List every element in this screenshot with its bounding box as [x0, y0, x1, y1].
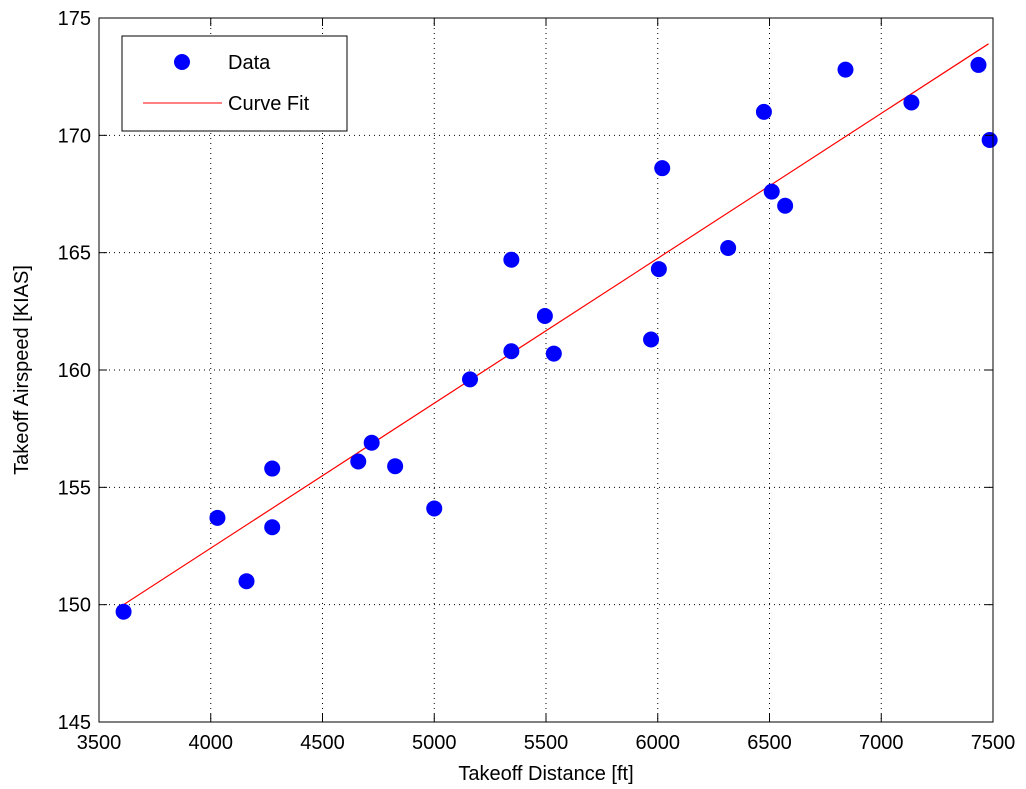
x-tick-label: 4500	[300, 732, 345, 754]
data-point	[643, 331, 660, 348]
y-tick-label: 150	[58, 595, 91, 617]
x-tick-label: 5000	[412, 732, 457, 754]
data-point	[387, 458, 404, 475]
data-point	[264, 519, 281, 536]
y-tick-label: 170	[58, 125, 91, 147]
data-point	[115, 603, 132, 620]
curve-fit-layer	[123, 43, 989, 606]
legend: Data Curve Fit	[121, 35, 348, 132]
data-point	[503, 343, 520, 360]
data-point	[426, 500, 443, 517]
data-point	[970, 56, 987, 73]
x-tick-label: 6000	[636, 732, 681, 754]
y-tick-label: 175	[58, 8, 91, 30]
data-point	[363, 434, 380, 451]
curve-fit-line	[123, 43, 989, 606]
x-axis-label: Takeoff Distance [ft]	[458, 763, 633, 785]
data-point	[350, 453, 367, 470]
data-point	[536, 308, 553, 325]
y-tick-label: 165	[58, 243, 91, 265]
y-tick-label: 160	[58, 360, 91, 382]
data-point	[654, 160, 671, 177]
data-point	[763, 183, 780, 200]
data-point	[545, 345, 562, 362]
grid-lines	[99, 18, 993, 722]
x-tick-label: 4000	[189, 732, 234, 754]
x-tick-label: 7500	[971, 732, 1016, 754]
x-tick-label: 6500	[747, 732, 792, 754]
data-points-layer	[115, 56, 998, 620]
y-tick-labels: 145 150 155 160 165 170 175	[58, 8, 91, 734]
data-point	[755, 103, 772, 120]
legend-data-marker	[174, 54, 190, 70]
legend-label-curve-fit: Curve Fit	[228, 93, 310, 115]
data-point	[650, 261, 667, 278]
legend-label-data: Data	[228, 52, 271, 74]
data-point	[981, 132, 998, 149]
legend-box	[121, 35, 348, 132]
data-point	[903, 94, 920, 111]
data-point	[837, 61, 854, 78]
axis-ticks	[98, 17, 994, 723]
x-tick-label: 3500	[77, 732, 122, 754]
x-tick-labels: 3500 4000 4500 5000 5500 6000 6500 7000 7500	[77, 732, 1016, 754]
y-tick-label: 155	[58, 477, 91, 499]
data-point	[503, 251, 520, 268]
data-point	[209, 509, 226, 526]
data-point	[462, 371, 479, 388]
data-point	[720, 239, 737, 256]
y-axis-label: Takeoff Airspeed [KIAS]	[11, 265, 33, 475]
x-tick-label: 7000	[859, 732, 904, 754]
y-tick-label: 145	[58, 712, 91, 734]
data-point	[777, 197, 794, 214]
data-point	[264, 460, 281, 477]
x-tick-label: 5500	[524, 732, 569, 754]
data-point	[238, 573, 255, 590]
